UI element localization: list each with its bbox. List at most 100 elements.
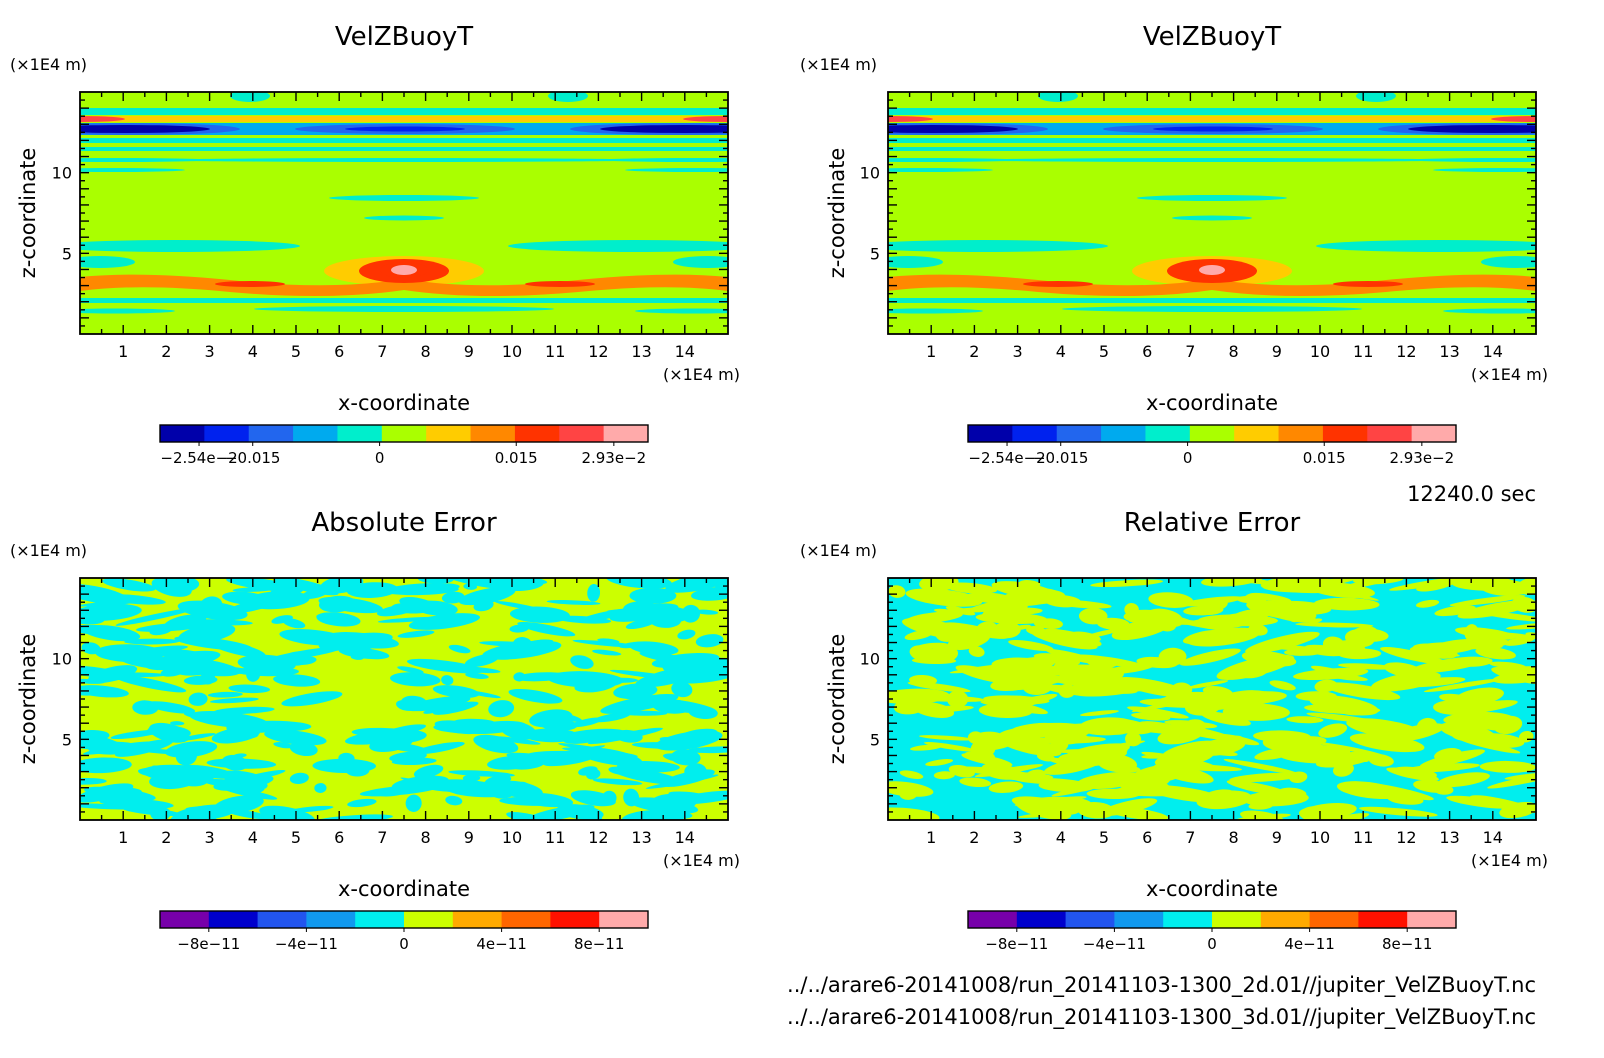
error-blob — [1368, 754, 1394, 767]
error-blob — [273, 732, 312, 740]
error-blob — [1434, 605, 1476, 617]
x-tick-label: 10 — [502, 342, 522, 361]
panel-relative-error: Relative Error (×1E4 m) (×1E4 m) x-coord… — [800, 508, 1548, 953]
x-tick-label: 9 — [1272, 828, 1282, 847]
error-blob — [239, 786, 265, 796]
error-blob — [662, 658, 689, 673]
error-blob — [684, 763, 707, 780]
x-tick-label: 11 — [545, 342, 565, 361]
x-tick-label: 12 — [1396, 342, 1416, 361]
plot-area — [80, 92, 728, 334]
error-blob — [1386, 767, 1439, 782]
colorbar-swatch — [337, 425, 383, 442]
error-blob — [991, 608, 1024, 623]
error-blob — [350, 655, 364, 660]
error-blob — [1295, 622, 1374, 628]
colorbar-label: −2.54e−2 — [160, 449, 237, 467]
error-blob — [1458, 657, 1493, 667]
error-blob — [509, 606, 570, 623]
x-tick-label: 14 — [675, 342, 695, 361]
error-blob — [508, 688, 563, 704]
x-tick-label: 12 — [588, 342, 608, 361]
error-blob — [1475, 733, 1525, 748]
error-blob — [168, 578, 200, 593]
x-tick-label: 11 — [1353, 828, 1373, 847]
error-blob — [1306, 712, 1376, 723]
error-blob — [1402, 763, 1480, 773]
y-tick-label: 10 — [860, 164, 880, 183]
error-blob — [80, 729, 110, 741]
error-blob — [629, 587, 677, 604]
error-blob — [1047, 599, 1112, 609]
error-blob — [381, 724, 427, 737]
error-blob — [946, 690, 969, 708]
error-blob — [1011, 796, 1079, 815]
x-tick-label: 13 — [631, 828, 651, 847]
colorbar-swatch — [208, 911, 259, 928]
error-blob — [993, 621, 1021, 639]
x-tick-label: 3 — [205, 342, 215, 361]
colorbar-label: 0 — [375, 449, 385, 467]
error-blob — [458, 586, 516, 606]
error-blob — [1033, 653, 1059, 660]
file-path-3d: ../../arare6-20141008/run_20141103-1300_… — [787, 1005, 1536, 1030]
error-blob — [1525, 632, 1536, 639]
error-blob — [1295, 691, 1337, 702]
error-blob — [417, 578, 454, 584]
colorbar-label: 0 — [399, 935, 409, 953]
colorbar-label: 4e−11 — [476, 935, 526, 953]
y-unit: (×1E4 m) — [10, 55, 87, 74]
error-blob — [1437, 638, 1510, 650]
x-tick-label: 6 — [1142, 342, 1152, 361]
error-blob — [441, 591, 465, 604]
x-tick-label: 10 — [502, 828, 522, 847]
error-blob — [1286, 716, 1324, 724]
colorbar-label: −8e−11 — [177, 935, 240, 953]
error-blob — [592, 649, 622, 656]
error-blob — [289, 772, 309, 784]
error-blob — [1099, 798, 1158, 816]
x-tick-label: 13 — [631, 342, 651, 361]
colorbar-swatch — [306, 911, 356, 928]
x-tick-label: 3 — [205, 828, 215, 847]
error-blob — [930, 644, 959, 663]
error-blob — [925, 759, 954, 767]
error-blob — [136, 622, 211, 632]
error-blob — [1179, 648, 1241, 666]
error-blob — [1158, 647, 1187, 666]
colorbar-swatch — [1016, 911, 1067, 928]
error-blob — [670, 749, 701, 766]
error-blob — [1337, 578, 1399, 591]
colorbar-label: 4e−11 — [1284, 935, 1334, 953]
error-blob — [1079, 717, 1138, 736]
error-blob — [685, 657, 728, 673]
error-blob — [914, 705, 974, 713]
y-tick-label: 5 — [870, 244, 880, 263]
error-blob — [397, 666, 424, 674]
y-unit: (×1E4 m) — [800, 55, 877, 74]
colorbar-swatch — [1101, 425, 1146, 442]
error-blob — [1127, 706, 1189, 719]
error-blob — [305, 649, 321, 655]
error-blob — [613, 767, 683, 785]
colorbar-swatch — [1163, 911, 1213, 928]
x-tick-label: 8 — [1229, 342, 1239, 361]
error-blob — [695, 634, 724, 648]
colorbar-label: −8e−11 — [985, 935, 1048, 953]
error-blob — [228, 684, 271, 694]
error-blob — [391, 775, 449, 792]
error-blob — [559, 728, 627, 743]
error-blob — [1124, 603, 1139, 617]
error-blob — [681, 604, 701, 623]
error-blob — [1086, 656, 1118, 669]
colorbar-swatch — [1278, 425, 1324, 442]
y-unit: (×1E4 m) — [800, 541, 877, 560]
error-blob — [397, 630, 435, 638]
error-blob — [1380, 646, 1446, 665]
colorbar-label: −4e−11 — [275, 935, 338, 953]
error-blob — [1183, 605, 1224, 616]
colorbar-swatch — [1358, 911, 1408, 928]
error-blob — [170, 721, 185, 726]
